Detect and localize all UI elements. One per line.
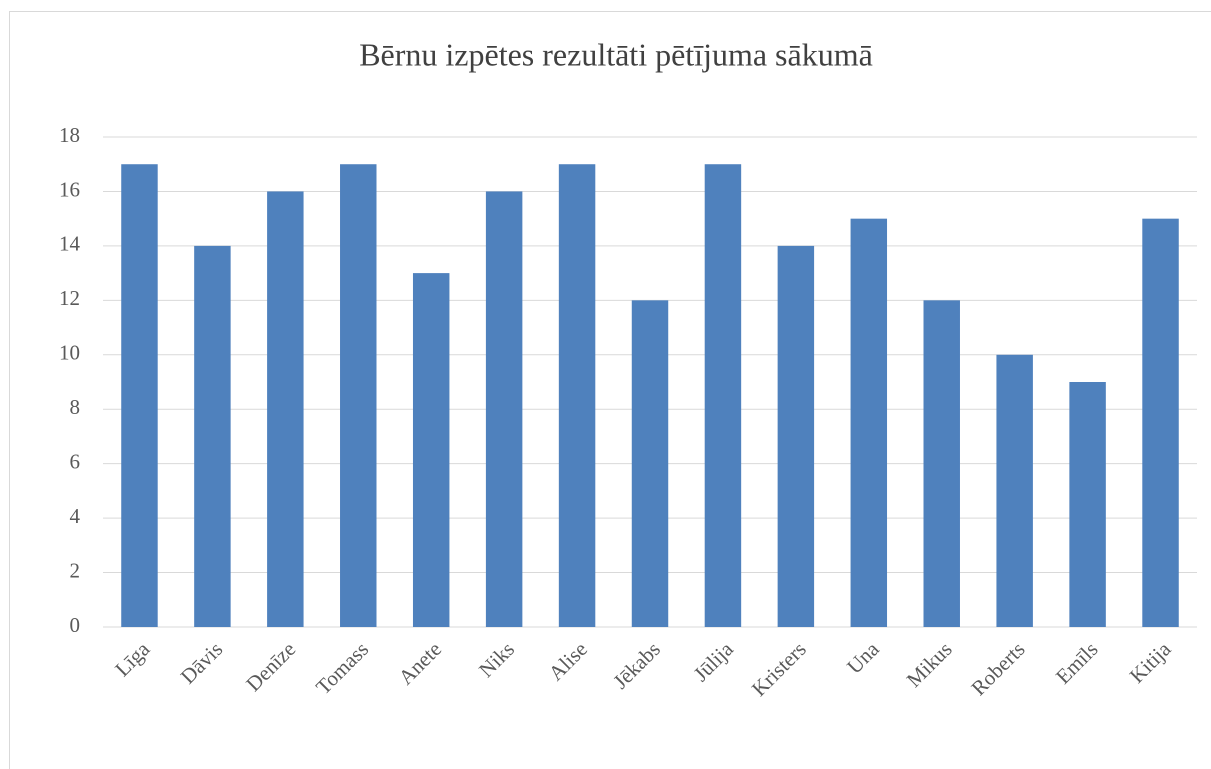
y-tick-label: 4 (70, 504, 81, 528)
bar (485, 191, 523, 627)
y-tick-label: 2 (70, 558, 81, 582)
y-tick-label: 14 (59, 232, 81, 256)
y-tick-label: 0 (70, 613, 81, 637)
bar (1142, 218, 1179, 627)
chart-title: Bērnu izpētes rezultāti pētījuma sākumā (359, 36, 873, 72)
bar (121, 164, 158, 627)
bar (704, 164, 742, 627)
bar (558, 164, 596, 627)
y-tick-label: 6 (70, 449, 81, 473)
y-tick-label: 12 (59, 286, 80, 310)
bar (777, 245, 815, 627)
bar (1069, 382, 1106, 627)
y-tick-label: 16 (59, 177, 80, 201)
bar (412, 273, 450, 627)
bar (340, 164, 377, 627)
bar (996, 354, 1033, 627)
bar (631, 300, 669, 627)
bar (923, 300, 960, 627)
y-tick-label: 10 (59, 341, 80, 365)
y-tick-label: 8 (70, 395, 81, 419)
bar (267, 191, 304, 627)
y-tick-label: 18 (59, 123, 80, 147)
bar (850, 218, 888, 627)
bar (194, 245, 231, 627)
